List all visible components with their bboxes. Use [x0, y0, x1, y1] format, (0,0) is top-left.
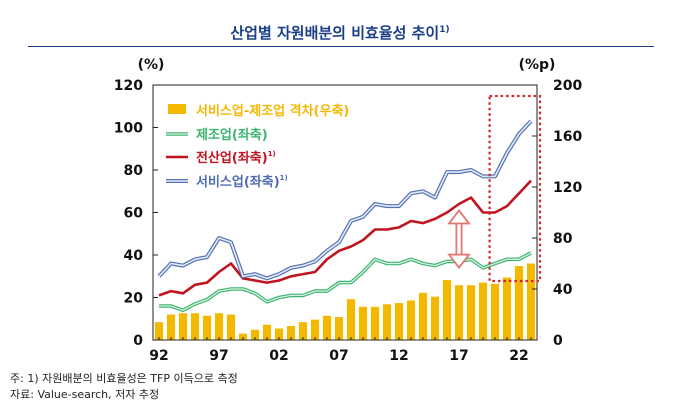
legend-label: 서비스업-제조업 격차(우축) [196, 103, 349, 119]
bar [394, 303, 404, 340]
footnote-2: 자료: Value-search, 저자 추정 [10, 388, 160, 401]
legend: 서비스업-제조업 격차(우축) 제조업(좌축) 전산업(좌축)1) 서비스업(좌축)1… [166, 103, 349, 190]
legend-label: 서비스업(좌축)1) [196, 174, 288, 190]
right-tick-label: 160 [553, 129, 582, 145]
bar [418, 292, 428, 340]
bar [466, 285, 476, 340]
left-tick-label: 20 [124, 291, 144, 307]
bar [274, 328, 284, 340]
title-rule [28, 46, 654, 47]
x-tick-label: 17 [449, 348, 468, 364]
legend-swatch-bar [168, 104, 186, 114]
left-axis-unit: (%) [138, 57, 165, 73]
bar [250, 329, 260, 340]
bar-series [154, 263, 536, 340]
x-tick-label: 92 [149, 348, 168, 364]
right-axis-unit: (%p) [519, 57, 556, 73]
series-line [159, 252, 532, 311]
arrow-head-up [447, 209, 471, 225]
left-tick-label: 0 [133, 333, 143, 349]
bar [454, 285, 464, 340]
bar [406, 300, 416, 340]
bar [430, 296, 440, 340]
series-line-outline [157, 119, 533, 281]
bar [226, 314, 236, 340]
left-tick-label: 60 [124, 206, 144, 222]
bar [178, 313, 188, 340]
bar [190, 313, 200, 340]
chart-title: 산업별 자원배분의 비효율성 추이1) [230, 24, 450, 42]
left-tick-label: 120 [114, 78, 143, 94]
bar [238, 333, 248, 340]
bar [502, 277, 512, 340]
footnote-1: 주: 1) 자원배분의 비효율성은 TFP 이득으로 측정 [10, 372, 238, 385]
bar [478, 282, 488, 340]
bar [334, 317, 344, 340]
bar [310, 319, 320, 340]
bar [358, 306, 368, 340]
bar [370, 306, 380, 340]
x-tick-label: 12 [389, 348, 408, 364]
series-line [158, 179, 532, 297]
bar [490, 283, 500, 340]
bar [526, 263, 536, 340]
right-tick-label: 120 [553, 180, 582, 196]
highlight-box [488, 94, 542, 283]
bar [514, 266, 524, 340]
bar [286, 325, 296, 340]
bar [166, 314, 176, 340]
bar [202, 315, 212, 340]
right-tick-label: 80 [553, 231, 573, 247]
bar [298, 322, 308, 340]
annotations [447, 94, 542, 283]
right-tick-label: 200 [553, 78, 582, 94]
bar [442, 280, 452, 340]
left-tick-label: 100 [114, 121, 143, 137]
series-line [158, 120, 532, 280]
arrow-head-down [447, 253, 471, 270]
left-tick-label: 80 [124, 163, 144, 179]
bar [214, 313, 224, 340]
right-tick-label: 0 [553, 333, 563, 349]
right-tick-label: 40 [553, 282, 573, 298]
bar [322, 315, 332, 340]
bar [346, 299, 356, 340]
x-tick-label: 02 [269, 348, 288, 364]
x-tick-label: 07 [329, 348, 348, 364]
x-tick-label: 22 [509, 348, 528, 364]
legend-label: 전산업(좌축)1) [196, 150, 276, 166]
left-tick-label: 40 [124, 248, 144, 264]
x-tick-label: 97 [209, 348, 228, 364]
line-series [157, 119, 533, 313]
bar [154, 322, 164, 340]
legend-label: 제조업(좌축) [196, 127, 268, 143]
bar [382, 304, 392, 340]
bar [262, 324, 272, 340]
